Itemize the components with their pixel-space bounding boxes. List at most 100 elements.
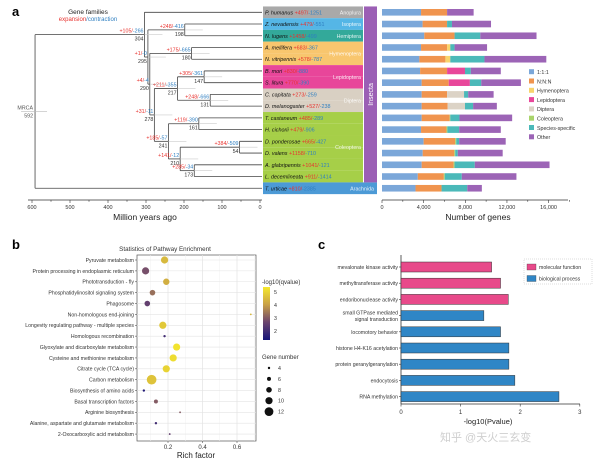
expansion-label: expansion <box>59 17 86 23</box>
size-legend-dot <box>264 407 274 416</box>
go-bar <box>400 358 510 370</box>
stacked-bar-segment <box>455 149 458 157</box>
enrichment-dot <box>160 256 169 264</box>
species-contraction: -367 <box>307 45 318 51</box>
legend-label: biological process <box>539 277 581 283</box>
node-gene-family-change: +305/-361 <box>179 71 203 77</box>
stacked-bar-segment <box>447 20 452 28</box>
pathway-label: Protein processing in endoplasmic reticu… <box>33 269 135 275</box>
pathway-label: Carbon metabolism <box>89 378 134 384</box>
contraction-count: -0 <box>142 51 147 57</box>
legend-label: Coleoptera <box>537 117 563 123</box>
gene-axis-tick-label: 16,000 <box>540 205 557 211</box>
size-legend-dot <box>265 397 273 405</box>
stacked-bar-segment <box>447 9 474 16</box>
time-axis-tick-label: 600 <box>27 205 36 211</box>
node-age: 173 <box>184 173 193 179</box>
stacked-bar-segment <box>445 55 451 63</box>
color-legend-tick-label: 3 <box>274 316 277 322</box>
stacked-bar-segment <box>481 79 521 86</box>
stacked-bar-segment <box>382 20 423 28</box>
species-label: Z. nevadensis +479/-551 <box>264 22 325 28</box>
order-color-box <box>263 123 363 136</box>
stacked-bar-segment <box>450 44 455 51</box>
stacked-bar-segment <box>382 44 422 51</box>
order-color-box <box>263 158 363 171</box>
root-label: MRCA <box>17 105 33 111</box>
go-term-label: histone H4-K16 acetylation <box>336 346 398 352</box>
stacked-bar-segment <box>382 91 422 98</box>
species-contraction: -551 <box>314 22 325 28</box>
stacked-bar-segment <box>455 138 457 145</box>
order-color-box <box>263 112 363 124</box>
stacked-bar-segment <box>468 91 494 98</box>
stacked-bar-segment <box>421 79 449 86</box>
species-label: T. urticae +810/-2385 <box>265 186 316 192</box>
species-name: L. decemlineata <box>265 175 305 181</box>
pathway-label: Phagosome <box>106 301 134 307</box>
species-contraction: -710 <box>305 151 316 157</box>
stacked-bar-segment <box>415 184 442 192</box>
species-name: D. ponderosae <box>265 139 302 145</box>
node-gene-family-change: +141/-12 <box>158 153 179 159</box>
species-name: A. glabripennis <box>264 163 302 169</box>
enrichment-dot <box>163 278 170 285</box>
pathway-label: Arginine biosynthesis <box>85 410 134 416</box>
order-label: Coleoptera <box>335 145 361 151</box>
node-gene-family-change: +175/-665 <box>167 47 191 53</box>
pathway-label: Longevity regulating pathway - multiple … <box>25 323 134 329</box>
plot-panel <box>136 254 257 442</box>
stacked-bar-segment <box>419 55 446 63</box>
legend-label: Lepidoptera <box>537 98 565 104</box>
expansion-count: +248/ <box>160 24 174 30</box>
stacked-bar-segment <box>423 138 456 145</box>
enrichment-dot <box>249 313 252 316</box>
stacked-bar-segment <box>441 184 468 192</box>
species-expansion: +1158/ <box>289 151 306 157</box>
order-color-box <box>263 100 363 113</box>
contraction-count: -34 <box>186 165 194 171</box>
stacked-bar-segment <box>459 114 513 122</box>
gene-count-stacked-bar-chart: 0 4,000 8,000 12,000 16,000 Number of genes 1:… <box>380 9 576 222</box>
go-bar <box>400 294 509 305</box>
go-term-label: RNA methylation <box>359 395 398 401</box>
node-age: 217 <box>168 91 177 97</box>
order-label: Hemiptera <box>337 34 361 40</box>
gene-axis-tick-label: 8,000 <box>458 205 472 211</box>
species-name: T. castaneum <box>265 116 299 122</box>
pathway-label: Basal transcription factors <box>74 399 134 405</box>
enrichment-dot <box>173 343 181 351</box>
stacked-bar-segment <box>464 102 474 110</box>
order-label: Anoplura <box>340 10 361 16</box>
stacked-bar-segment <box>456 138 460 145</box>
stacked-bar-segment <box>480 32 537 40</box>
order-color-box <box>263 147 363 159</box>
gene-families-title: Gene families <box>68 9 108 16</box>
time-axis-title: Million years ago <box>113 212 177 222</box>
node-gene-family-change: +211/-355 <box>153 83 177 89</box>
enrichment-dot <box>141 267 150 275</box>
enrichment-dot <box>179 411 181 414</box>
stacked-bar-segment <box>382 102 422 110</box>
legend-swatch <box>529 87 534 93</box>
node-age: 592 <box>24 113 33 119</box>
stacked-bar-segment <box>444 173 462 180</box>
stacked-bar-segment <box>457 149 503 157</box>
pathway-enrichment-dot-plot: Statistics of Pathway Enrichment Pyruvate… <box>25 246 300 460</box>
stacked-bar-segment <box>450 55 485 63</box>
stacked-bar-segment <box>459 126 501 133</box>
species-expansion: +273/ <box>292 92 306 98</box>
panel-label-b: b <box>12 237 20 252</box>
stacked-bar-segment <box>421 102 448 110</box>
legend-swatch <box>529 106 534 112</box>
go-term-label: endoribonuclease activity <box>340 297 399 303</box>
stacked-bar-segment <box>454 44 488 51</box>
stacked-bar-segment <box>382 114 422 122</box>
pathway-label: Phototransduction - fly <box>82 280 134 286</box>
stacked-bar-segment <box>454 149 456 157</box>
stacked-bar-segment <box>447 67 465 75</box>
stacked-bar-segment <box>421 126 447 133</box>
node-age: 198 <box>175 32 184 38</box>
species-expansion: +665/ <box>302 139 316 145</box>
stacked-bar-segment <box>382 55 420 63</box>
